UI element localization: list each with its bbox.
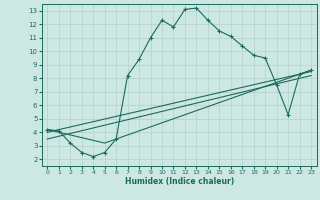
X-axis label: Humidex (Indice chaleur): Humidex (Indice chaleur) bbox=[124, 177, 234, 186]
